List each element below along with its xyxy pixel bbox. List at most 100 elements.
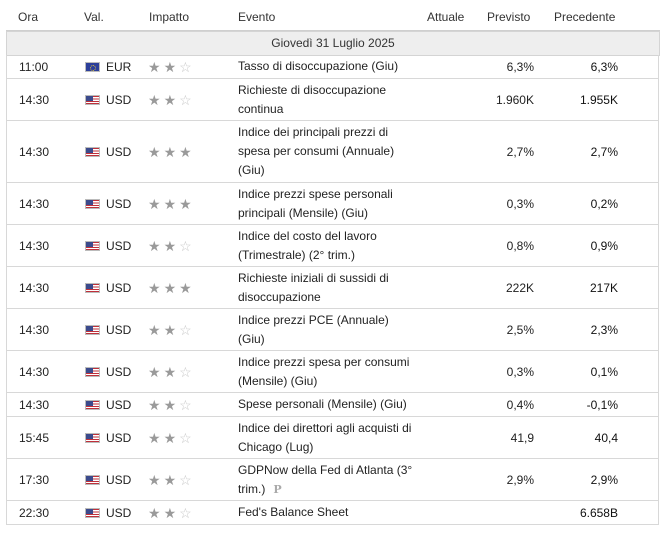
event-time: 14:30 <box>19 92 50 107</box>
currency-code: USD <box>106 472 132 487</box>
us-flag-icon <box>85 324 100 335</box>
event-name[interactable]: GDPNow della Fed di Atlanta (3° trim.) P <box>238 459 428 500</box>
forecast-value: 2,5% <box>506 322 534 337</box>
event-name-line: Richieste di disoccupazione <box>238 82 387 97</box>
event-name[interactable]: Richieste iniziali di sussidi di disoccup… <box>238 267 428 308</box>
event-name[interactable]: Tasso di disoccupazione (Giu) <box>238 55 428 78</box>
star-icon: ☆ <box>179 471 192 488</box>
impact-rating: ★ ★ ☆ <box>148 309 195 350</box>
star-icon: ★ <box>148 321 161 338</box>
currency-code: USD <box>106 92 132 107</box>
event-name[interactable]: Indice del costo del lavoro (Trimestrale)… <box>238 225 428 266</box>
table-row[interactable]: 15:45 USD ★ ★ ☆ Indice dei direttori agli acq… <box>6 417 659 459</box>
event-time: 14:30 <box>19 238 50 253</box>
star-icon: ☆ <box>179 396 192 413</box>
event-name-line: Indice dei principali prezzi di <box>238 125 389 139</box>
event-name[interactable]: Fed's Balance Sheet <box>238 501 428 524</box>
header-previous[interactable]: Precedente <box>554 10 616 24</box>
event-name-line: Indice del costo del lavoro <box>238 228 377 243</box>
header-forecast[interactable]: Previsto <box>487 10 531 24</box>
currency-code: EUR <box>106 59 132 74</box>
event-name[interactable]: Indice prezzi spese personali principali … <box>238 183 428 224</box>
star-icon: ★ <box>163 237 177 254</box>
previous-value: 2,9% <box>590 472 618 487</box>
header-currency[interactable]: Val. <box>84 10 104 24</box>
flag-cell <box>85 351 100 392</box>
star-icon: ★ <box>148 91 161 108</box>
star-icon: ★ <box>179 195 192 212</box>
us-flag-icon <box>85 240 100 251</box>
star-icon: ★ <box>148 471 161 488</box>
header-time[interactable]: Ora <box>18 10 39 24</box>
previous-value: 0,2% <box>590 196 618 211</box>
header-actual[interactable]: Attuale <box>427 10 465 24</box>
event-name-line: spesa per consumi (Annuale) <box>238 144 395 158</box>
table-row[interactable]: 22:30 USD ★ ★ ☆ Fed's Balance Sheet 6.658B <box>6 501 659 525</box>
table-row[interactable]: 14:30 USD ★ ★ ☆ Richieste di disoccupazione co… <box>6 79 659 121</box>
forecast-value: 41,9 <box>510 430 534 445</box>
star-icon: ★ <box>163 396 177 413</box>
currency-code: USD <box>106 397 132 412</box>
star-icon: ★ <box>163 321 177 338</box>
previous-value: 40,4 <box>594 430 618 445</box>
event-name-line: (Giu) <box>238 331 265 346</box>
impact-rating: ★ ★ ☆ <box>148 351 195 392</box>
flag-cell <box>85 267 100 308</box>
event-time: 22:30 <box>19 505 50 520</box>
impact-rating: ★ ★ ☆ <box>148 459 195 500</box>
event-time: 11:00 <box>19 59 49 74</box>
us-flag-icon <box>85 474 100 485</box>
flag-cell <box>85 501 100 524</box>
impact-rating: ★ ★ ★ <box>148 121 195 182</box>
impact-rating: ★ ★ ★ <box>148 267 195 308</box>
event-name-line: principali (Mensile) (Giu) <box>238 205 369 220</box>
us-flag-icon <box>85 94 100 105</box>
star-icon: ☆ <box>179 363 192 380</box>
event-name[interactable]: Indice prezzi spesa per consumi (Mensile)… <box>238 351 428 392</box>
star-icon: ★ <box>148 237 161 254</box>
header-impact[interactable]: Impatto <box>149 10 190 24</box>
star-icon: ★ <box>163 363 177 380</box>
event-name-line: Indice dei direttori agli acquisti di <box>238 420 412 435</box>
table-row[interactable]: 11:00 EUR ★ ★ ☆ Tasso di disoccupazione (Giu)… <box>6 55 659 79</box>
previous-value: 217K <box>589 280 618 295</box>
event-name-line: Fed's Balance Sheet <box>238 505 349 519</box>
star-icon: ★ <box>163 58 177 75</box>
previous-value: -0,1% <box>586 397 618 412</box>
table-row[interactable]: 14:30 USD ★ ★ ★ Indice dei principali prezzi … <box>6 121 659 183</box>
flag-cell <box>85 183 100 224</box>
event-name-line: Tasso di disoccupazione (Giu) <box>238 59 399 73</box>
forecast-value: 1.960K <box>495 92 534 107</box>
star-icon: ★ <box>148 143 161 160</box>
event-name[interactable]: Indice prezzi PCE (Annuale) (Giu) <box>238 309 428 350</box>
currency-code: USD <box>106 322 132 337</box>
us-flag-icon <box>85 399 100 410</box>
event-list: 11:00 EUR ★ ★ ☆ Tasso di disoccupazione (Giu)… <box>6 55 660 525</box>
impact-rating: ★ ★ ☆ <box>148 79 195 120</box>
forecast-value: 0,3% <box>506 196 534 211</box>
us-flag-icon <box>85 432 100 443</box>
star-icon: ★ <box>163 471 177 488</box>
star-icon: ★ <box>148 195 161 212</box>
table-row[interactable]: 14:30 USD ★ ★ ☆ Indice prezzi PCE (Annuale) (G… <box>6 309 659 351</box>
header-event[interactable]: Evento <box>238 10 276 24</box>
impact-rating: ★ ★ ☆ <box>148 55 195 78</box>
impact-rating: ★ ★ ☆ <box>148 393 195 416</box>
event-name-line: GDPNow della Fed di Atlanta (3° <box>238 462 413 477</box>
table-row[interactable]: 17:30 USD ★ ★ ☆ GDPNow della Fed di Atlanta (… <box>6 459 659 501</box>
event-name-line: (Trimestrale) (2° trim.) <box>238 247 356 262</box>
event-name[interactable]: Indice dei direttori agli acquisti di Chi… <box>238 417 428 458</box>
star-icon: ★ <box>163 429 177 446</box>
event-name[interactable]: Richieste di disoccupazione continua <box>238 79 428 120</box>
table-row[interactable]: 14:30 USD ★ ★ ★ Indice prezzi spese personali… <box>6 183 659 225</box>
table-row[interactable]: 14:30 USD ★ ★ ☆ Spese personali (Mensile) (Gi… <box>6 393 659 417</box>
event-name[interactable]: Indice dei principali prezzi di spesa per… <box>238 121 428 182</box>
us-flag-icon <box>85 198 100 209</box>
forecast-value: 222K <box>505 280 534 295</box>
table-row[interactable]: 14:30 USD ★ ★ ☆ Indice prezzi spesa per consu… <box>6 351 659 393</box>
table-row[interactable]: 14:30 USD ★ ★ ☆ Indice del costo del lavoro (T… <box>6 225 659 267</box>
star-icon: ★ <box>163 279 177 296</box>
event-name[interactable]: Spese personali (Mensile) (Giu) <box>238 393 428 416</box>
table-row[interactable]: 14:30 USD ★ ★ ★ Richieste iniziali di sussidi… <box>6 267 659 309</box>
preliminary-icon[interactable]: P <box>273 482 282 496</box>
